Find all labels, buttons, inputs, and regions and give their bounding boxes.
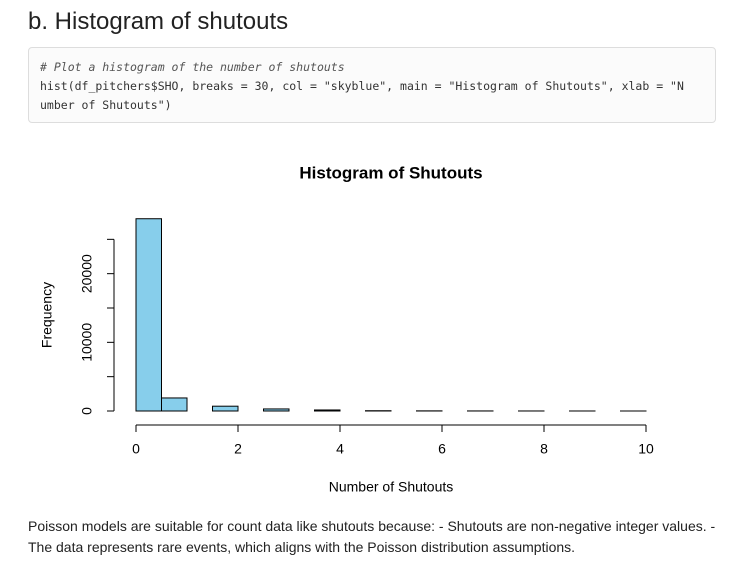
x-axis-label: Number of Shutouts: [329, 479, 454, 495]
code-line: # Plot a histogram of the number of shut…: [40, 60, 345, 74]
y-tick-label: 10000: [79, 323, 95, 362]
x-tick-label: 10: [638, 441, 654, 457]
y-tick-label: 0: [79, 407, 95, 415]
code-block: # Plot a histogram of the number of shut…: [28, 47, 716, 123]
bar: [263, 408, 290, 412]
bar: [212, 405, 239, 412]
section-title: b. Histogram of shutouts: [28, 8, 289, 35]
chart: Histogram of Shutouts Number of Shutouts…: [28, 140, 706, 510]
bar: [314, 409, 341, 412]
bar: [161, 397, 188, 412]
plot-background: [28, 140, 706, 510]
code-line: umber of Shutouts"): [40, 98, 172, 112]
y-tick-label: 20000: [79, 254, 95, 293]
x-tick-label: 8: [540, 441, 548, 457]
x-tick-label: 2: [234, 441, 242, 457]
x-tick-label: 4: [336, 441, 344, 457]
chart-title: Histogram of Shutouts: [299, 163, 482, 182]
paragraph: Poisson models are suitable for count da…: [28, 518, 716, 555]
code-line: hist(df_pitchers$SHO, breaks = 30, col =…: [40, 79, 684, 93]
y-axis-label: Frequency: [39, 282, 55, 348]
x-tick-label: 0: [132, 441, 140, 457]
x-tick-label: 6: [438, 441, 446, 457]
bar: [135, 218, 162, 412]
